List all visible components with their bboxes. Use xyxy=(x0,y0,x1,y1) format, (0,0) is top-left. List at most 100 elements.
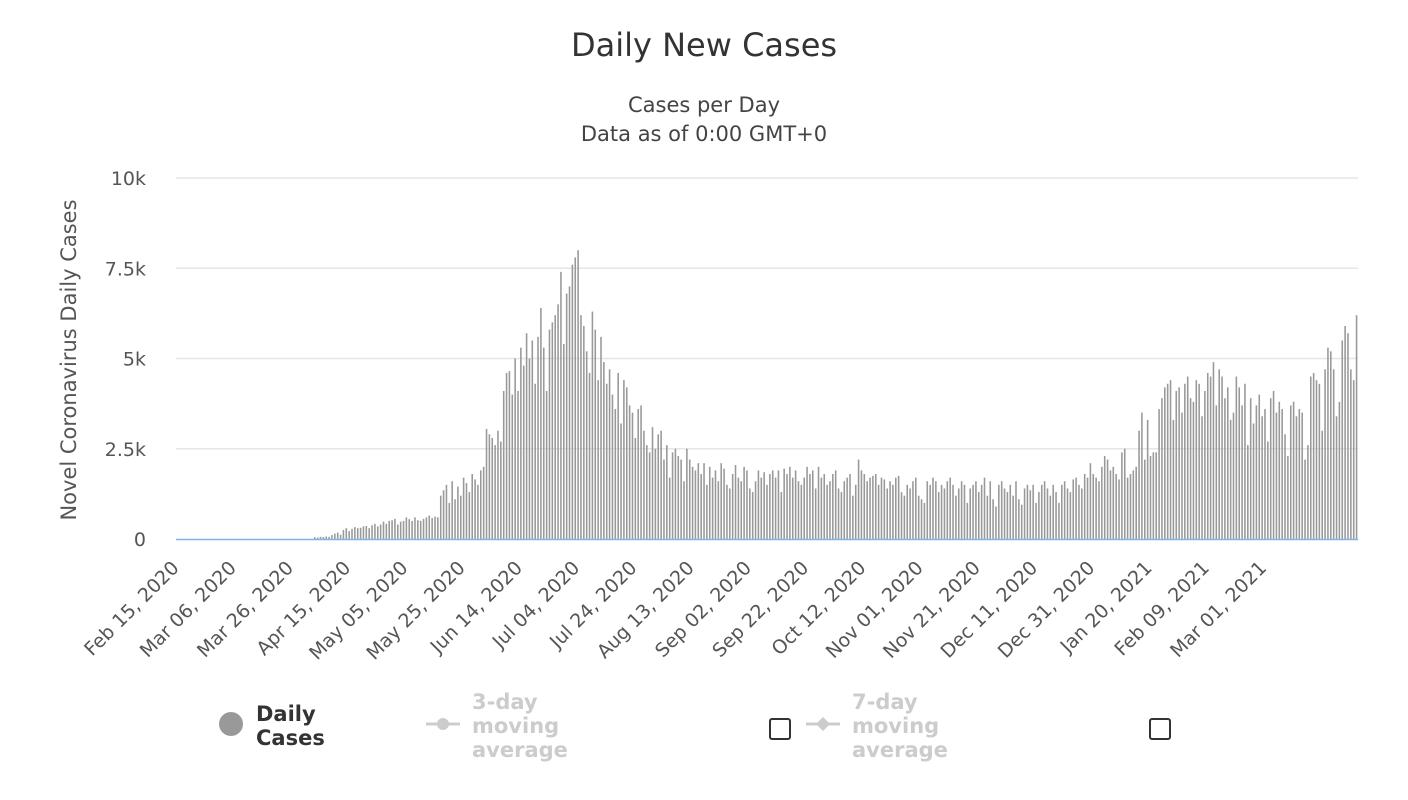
bar[interactable] xyxy=(1101,466,1103,539)
bar[interactable] xyxy=(823,474,826,539)
bar[interactable] xyxy=(1000,481,1003,539)
bar[interactable] xyxy=(1026,484,1029,539)
bar[interactable] xyxy=(1020,504,1023,539)
bar[interactable] xyxy=(514,358,516,540)
bar[interactable] xyxy=(849,474,851,539)
bar[interactable] xyxy=(883,479,886,539)
bar[interactable] xyxy=(1184,383,1186,539)
bar[interactable] xyxy=(937,492,940,539)
bar[interactable] xyxy=(766,484,768,539)
bar[interactable] xyxy=(1146,419,1149,539)
bar[interactable] xyxy=(1289,405,1292,539)
bar[interactable] xyxy=(1307,445,1309,539)
bar[interactable] xyxy=(1224,398,1226,539)
bar[interactable] xyxy=(1181,412,1183,539)
bar[interactable] xyxy=(474,479,476,539)
bar[interactable] xyxy=(1272,390,1275,539)
bar[interactable] xyxy=(611,394,614,539)
bar[interactable] xyxy=(1095,477,1097,539)
bar[interactable] xyxy=(417,520,419,539)
bar[interactable] xyxy=(880,477,883,539)
bar[interactable] xyxy=(542,347,545,539)
bar[interactable] xyxy=(362,526,365,539)
bar[interactable] xyxy=(1221,376,1223,539)
bar[interactable] xyxy=(909,488,911,539)
bar[interactable] xyxy=(414,517,416,539)
bar[interactable] xyxy=(651,427,654,539)
bar[interactable] xyxy=(703,463,705,539)
bar[interactable] xyxy=(757,470,760,539)
bar[interactable] xyxy=(1292,401,1295,539)
bar[interactable] xyxy=(1344,326,1346,539)
bar[interactable] xyxy=(1115,474,1117,539)
bar[interactable] xyxy=(952,484,954,539)
bar[interactable] xyxy=(1161,398,1163,539)
bar[interactable] xyxy=(900,492,903,539)
bar[interactable] xyxy=(1052,484,1054,539)
bar[interactable] xyxy=(1295,416,1298,539)
bar[interactable] xyxy=(422,518,425,539)
bar[interactable] xyxy=(448,502,451,539)
bar[interactable] xyxy=(820,477,823,539)
bar[interactable] xyxy=(634,437,637,539)
bar[interactable] xyxy=(628,405,631,539)
checkbox-3-day-average[interactable] xyxy=(769,718,791,740)
bar[interactable] xyxy=(1332,369,1335,539)
bar[interactable] xyxy=(708,466,711,539)
bar[interactable] xyxy=(442,490,445,539)
bar[interactable] xyxy=(385,523,388,539)
bar[interactable] xyxy=(935,481,937,539)
bar[interactable] xyxy=(683,481,685,539)
bar[interactable] xyxy=(771,470,774,539)
bar[interactable] xyxy=(1226,387,1229,539)
bar[interactable] xyxy=(1023,488,1026,539)
bar[interactable] xyxy=(465,483,468,539)
bar[interactable] xyxy=(1195,380,1198,539)
bar[interactable] xyxy=(1075,477,1077,539)
bar[interactable] xyxy=(797,481,800,539)
bar[interactable] xyxy=(548,329,551,539)
bar[interactable] xyxy=(1244,383,1246,539)
bar[interactable] xyxy=(1129,474,1132,539)
bar[interactable] xyxy=(511,394,514,539)
bar[interactable] xyxy=(534,383,536,539)
bar[interactable] xyxy=(677,455,680,539)
bar[interactable] xyxy=(912,481,914,539)
bar[interactable] xyxy=(1121,452,1123,539)
bar[interactable] xyxy=(617,372,619,539)
checkbox-7-day-average[interactable] xyxy=(1149,718,1171,740)
bar[interactable] xyxy=(1138,430,1140,539)
bar[interactable] xyxy=(783,468,785,539)
bar[interactable] xyxy=(457,486,459,539)
bar[interactable] xyxy=(1321,430,1324,539)
bar[interactable] xyxy=(866,481,868,539)
bar[interactable] xyxy=(657,434,660,539)
bar[interactable] xyxy=(1235,376,1238,539)
bar[interactable] xyxy=(1335,416,1338,539)
bar[interactable] xyxy=(588,372,591,539)
bar[interactable] xyxy=(1269,398,1272,539)
bar[interactable] xyxy=(654,448,657,539)
bar[interactable] xyxy=(852,495,854,539)
bar[interactable] xyxy=(1206,372,1209,539)
bar[interactable] xyxy=(923,502,926,539)
bar[interactable] xyxy=(1135,466,1137,539)
bar[interactable] xyxy=(769,474,771,539)
bar[interactable] xyxy=(691,466,694,539)
bar[interactable] xyxy=(359,527,362,539)
bar[interactable] xyxy=(1032,484,1034,539)
bar[interactable] xyxy=(980,484,983,539)
bar[interactable] xyxy=(1218,369,1220,539)
bar[interactable] xyxy=(978,492,980,539)
bar[interactable] xyxy=(1058,502,1060,539)
bar[interactable] xyxy=(1304,459,1306,539)
bar[interactable] xyxy=(531,340,534,539)
bar[interactable] xyxy=(812,470,814,539)
bar[interactable] xyxy=(903,495,906,539)
bar[interactable] xyxy=(1192,401,1195,539)
bar[interactable] xyxy=(826,484,828,539)
bar[interactable] xyxy=(605,383,608,539)
bar[interactable] xyxy=(494,445,496,539)
bar[interactable] xyxy=(1046,488,1049,539)
bar[interactable] xyxy=(1318,383,1321,539)
